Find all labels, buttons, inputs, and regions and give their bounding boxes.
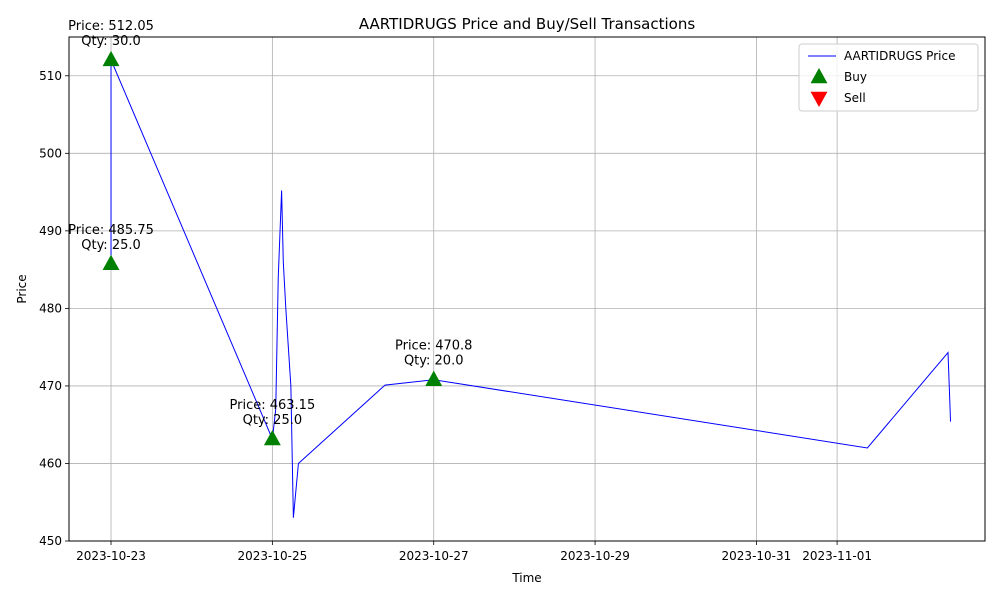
x-tick-label: 2023-10-29 bbox=[560, 549, 630, 563]
buy-annotation: Price: 463.15 Qty: 25.0 bbox=[230, 398, 316, 428]
buy-annotation-line: Qty: 25.0 bbox=[243, 413, 303, 428]
legend-box bbox=[798, 43, 979, 112]
buy-annotation-line: Qty: 30.0 bbox=[81, 34, 141, 49]
x-axis-label: Time bbox=[511, 571, 541, 585]
buy-marker bbox=[425, 370, 443, 386]
series-layer bbox=[110, 59, 952, 518]
y-tick-label: 500 bbox=[39, 146, 62, 160]
y-tick-label: 450 bbox=[39, 534, 62, 548]
legend-label: Sell bbox=[844, 91, 866, 105]
legend: AARTIDRUGS Price Buy Sell bbox=[798, 43, 979, 112]
legend-marker-swatch bbox=[810, 67, 828, 84]
buy-annotation: Price: 512.05 Qty: 30.0 bbox=[68, 19, 154, 49]
y-axis-ticks: 450 460 470 480 490 500 510 bbox=[39, 69, 69, 548]
x-axis-ticks: 2023-10-23 2023-10-25 2023-10-27 2023-10-29… bbox=[76, 541, 872, 563]
buy-annotation-line: Price: 463.15 bbox=[230, 398, 316, 413]
x-tick-label: 2023-11-01 bbox=[802, 549, 872, 563]
legend-marker-swatch bbox=[810, 91, 828, 108]
chart-title: AARTIDRUGS Price and Buy/Sell Transactio… bbox=[359, 15, 695, 33]
buy-annotation-line: Price: 485.75 bbox=[68, 223, 154, 238]
y-tick-label: 460 bbox=[39, 456, 62, 470]
price-line bbox=[110, 59, 952, 518]
y-tick-label: 510 bbox=[39, 69, 62, 83]
legend-label: Buy bbox=[844, 70, 867, 84]
y-tick-label: 470 bbox=[39, 379, 62, 393]
x-tick-label: 2023-10-27 bbox=[399, 549, 469, 563]
plot-frame bbox=[68, 36, 986, 542]
y-tick-label: 490 bbox=[39, 224, 62, 238]
buy-annotation-line: Qty: 25.0 bbox=[81, 238, 141, 253]
x-tick-label: 2023-10-25 bbox=[237, 549, 307, 563]
y-axis-label: Price bbox=[15, 274, 29, 303]
buy-annotation-line: Price: 512.05 bbox=[68, 19, 154, 34]
buy-annotation-line: Price: 470.8 bbox=[395, 339, 472, 354]
buy-annotation: Price: 485.75 Qty: 25.0 bbox=[68, 223, 154, 253]
buy-marker bbox=[102, 254, 120, 271]
legend-label: AARTIDRUGS Price bbox=[844, 49, 955, 63]
transaction-markers bbox=[102, 50, 443, 446]
buy-marker bbox=[102, 50, 120, 67]
buy-annotation-line: Qty: 20.0 bbox=[404, 354, 464, 369]
buy-annotation: Price: 470.8 Qty: 20.0 bbox=[395, 339, 472, 369]
buy-marker bbox=[263, 430, 281, 446]
x-tick-label: 2023-10-31 bbox=[722, 549, 792, 563]
x-tick-label: 2023-10-23 bbox=[76, 549, 146, 563]
y-tick-label: 480 bbox=[39, 301, 62, 315]
